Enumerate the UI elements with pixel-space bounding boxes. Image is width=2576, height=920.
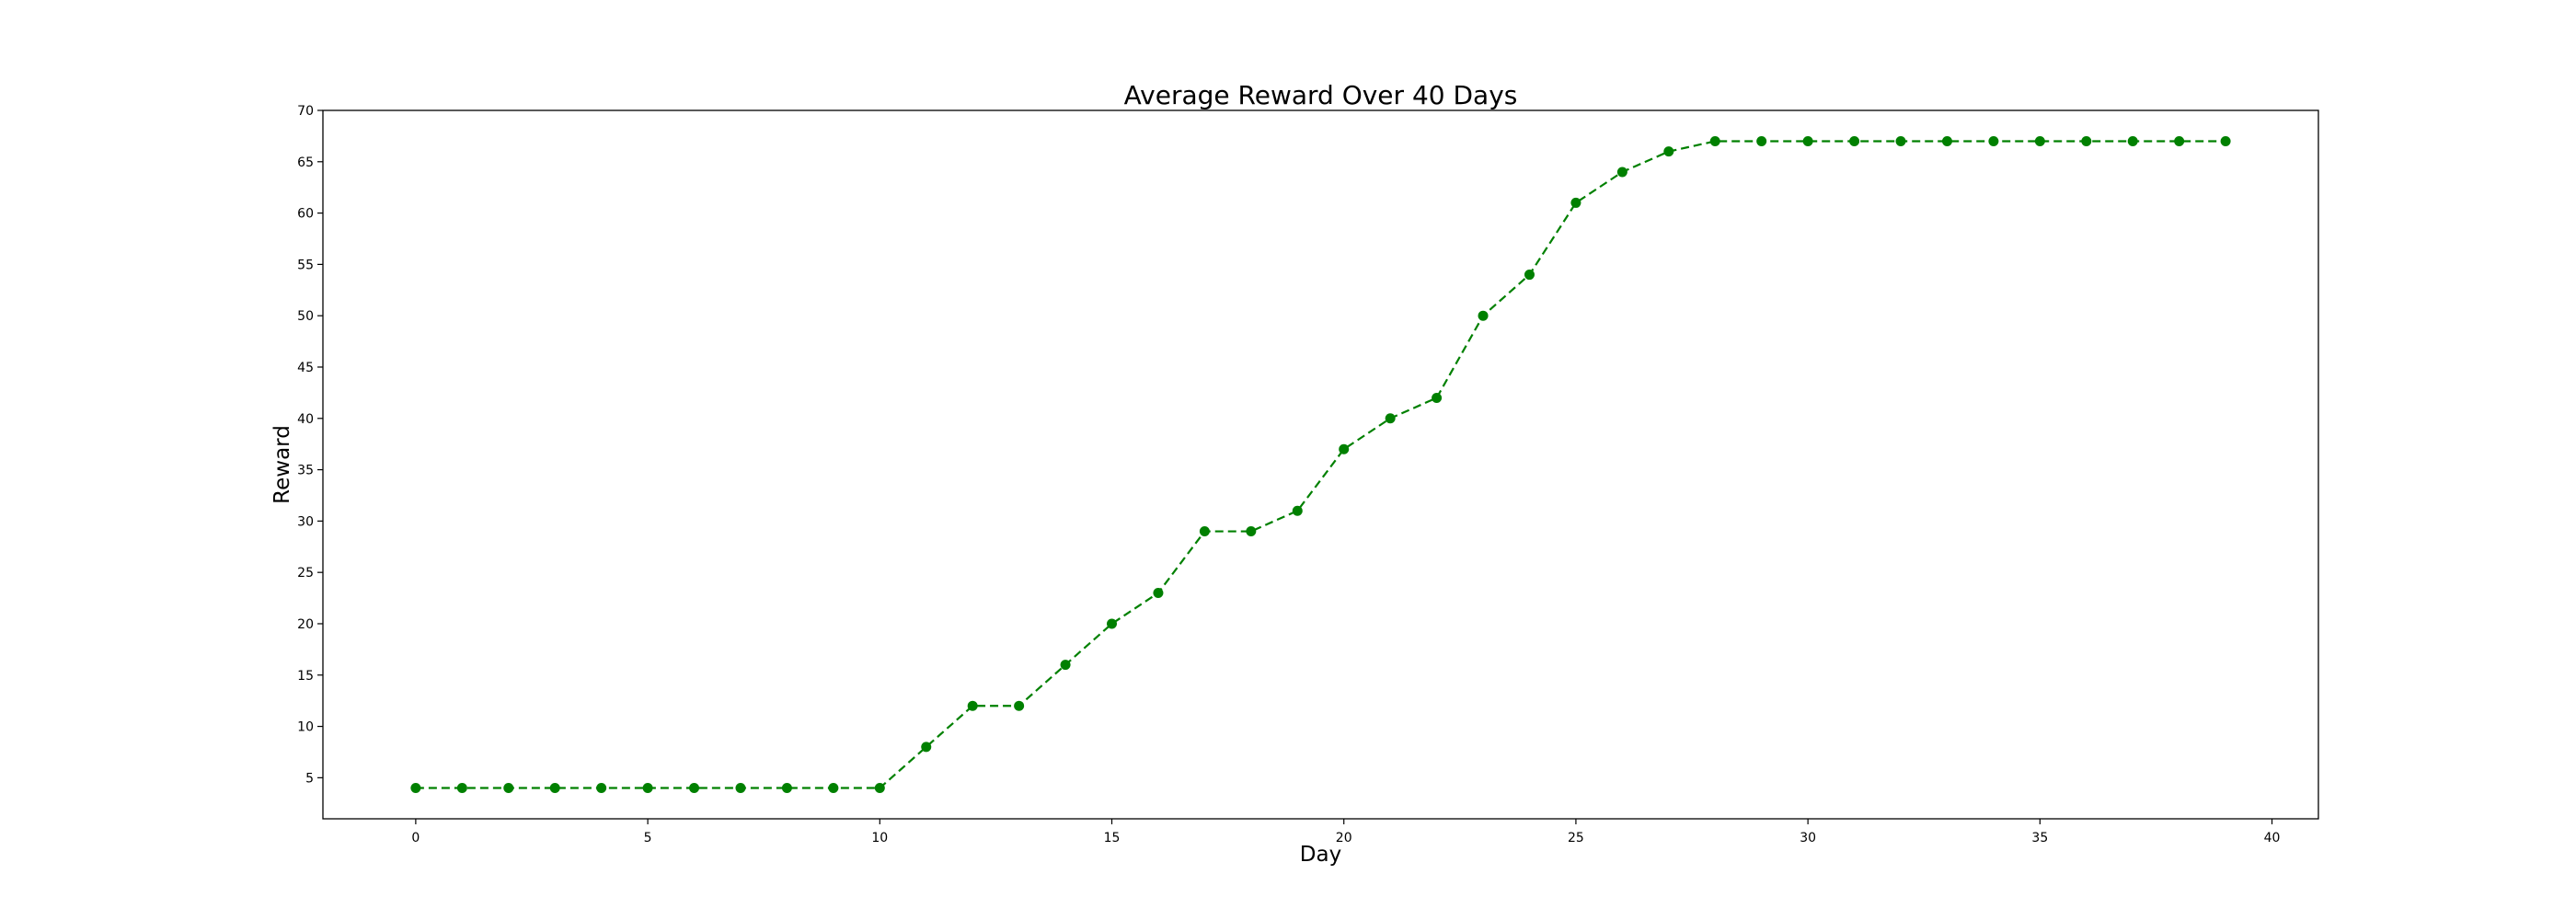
data-point xyxy=(1199,526,1210,537)
data-point xyxy=(1941,135,1952,146)
series-layer xyxy=(410,135,2231,794)
data-point xyxy=(874,783,885,794)
x-tick-label: 0 xyxy=(411,831,420,845)
x-tick-label: 5 xyxy=(644,831,652,845)
data-point xyxy=(1014,700,1025,711)
data-point xyxy=(1292,505,1303,516)
data-point xyxy=(735,783,746,794)
y-tick-label: 40 xyxy=(297,412,314,427)
x-tick-label: 10 xyxy=(871,831,888,845)
y-tick-label: 60 xyxy=(297,207,314,222)
x-tick-label: 40 xyxy=(2264,831,2281,845)
data-point xyxy=(2220,135,2231,146)
data-point xyxy=(642,783,653,794)
data-point xyxy=(410,783,421,794)
data-point xyxy=(1107,618,1118,629)
data-point xyxy=(1988,135,1999,146)
data-point xyxy=(1802,135,1813,146)
data-point xyxy=(1895,135,1906,146)
data-point xyxy=(781,783,792,794)
y-axis-ticks: 5 10 15 20 25 30 35 40 45 50 55 60 65 70 xyxy=(297,104,323,786)
y-tick-label: 55 xyxy=(297,258,314,272)
data-point xyxy=(2081,135,2092,146)
y-tick-label: 65 xyxy=(297,155,314,170)
data-point xyxy=(1616,167,1627,178)
x-tick-label: 20 xyxy=(1336,831,1352,845)
y-tick-label: 70 xyxy=(297,104,314,119)
y-tick-label: 20 xyxy=(297,617,314,632)
data-point xyxy=(1849,135,1860,146)
data-point xyxy=(1756,135,1767,146)
y-tick-label: 15 xyxy=(297,669,314,684)
data-point xyxy=(549,783,560,794)
data-point xyxy=(1524,270,1535,281)
chart-title: Average Reward Over 40 Days xyxy=(1124,80,1518,110)
data-point xyxy=(2034,135,2045,146)
data-point xyxy=(1060,660,1071,671)
data-point xyxy=(921,742,932,753)
data-point xyxy=(1570,197,1581,208)
data-point xyxy=(1153,587,1164,598)
data-point xyxy=(1478,310,1489,321)
y-tick-label: 35 xyxy=(297,464,314,478)
x-axis-ticks: 0 5 10 15 20 25 30 35 40 xyxy=(411,819,2280,845)
y-tick-label: 5 xyxy=(305,771,314,786)
x-tick-label: 35 xyxy=(2031,831,2048,845)
data-point xyxy=(456,783,467,794)
data-point xyxy=(1663,146,1674,157)
plot-frame xyxy=(322,109,2319,820)
data-point xyxy=(967,700,978,711)
y-tick-label: 25 xyxy=(297,566,314,581)
y-tick-label: 50 xyxy=(297,309,314,324)
y-tick-label: 30 xyxy=(297,514,314,529)
data-point xyxy=(1385,413,1396,424)
series-line xyxy=(415,140,2226,789)
data-point xyxy=(596,783,607,794)
data-point xyxy=(2127,135,2138,146)
x-tick-label: 30 xyxy=(1800,831,1816,845)
data-point xyxy=(1709,135,1720,146)
y-tick-label: 10 xyxy=(297,720,314,735)
x-axis-title: Day xyxy=(1300,843,1341,867)
data-point xyxy=(1339,443,1350,454)
x-tick-label: 15 xyxy=(1104,831,1121,845)
data-point xyxy=(1246,526,1257,537)
data-point xyxy=(2174,135,2185,146)
x-tick-label: 25 xyxy=(1568,831,1584,845)
y-tick-label: 45 xyxy=(297,361,314,375)
data-point xyxy=(1432,392,1443,403)
data-point xyxy=(689,783,700,794)
data-point xyxy=(503,783,514,794)
data-point xyxy=(828,783,839,794)
y-axis-title: Reward xyxy=(270,425,294,504)
